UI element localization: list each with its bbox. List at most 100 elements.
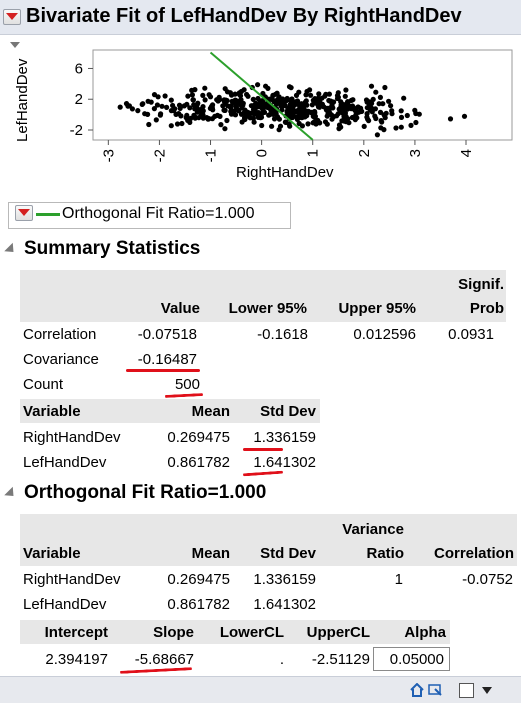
scatter-point (176, 111, 182, 117)
select-icon[interactable] (428, 683, 442, 697)
scatter-point (129, 106, 135, 112)
scatter-point (230, 99, 236, 105)
report-disclosure-icon[interactable] (10, 42, 20, 48)
scatter-point (368, 83, 375, 89)
scatter-point (240, 100, 246, 106)
fit-cell-lowercl: . (279, 651, 284, 668)
fit-cell-uppercl: -2.51129 (311, 651, 370, 668)
variable-row-name: LefHandDev (23, 454, 107, 471)
home-icon[interactable] (410, 683, 424, 697)
scatter-point (382, 84, 388, 91)
scatter-plot: 6 2 -2 -3 -2 -1 0 1 2 3 4 (70, 49, 513, 162)
scatter-point (241, 87, 247, 93)
scatter-point (447, 116, 454, 122)
scatter-point (164, 104, 170, 110)
summary-row-label: Correlation (23, 326, 97, 343)
scatter-point (309, 102, 315, 108)
summary-cell: 500 (174, 376, 200, 393)
scatter-point (200, 115, 206, 121)
report-header: Bivariate Fit of LefHandDev By RightHand… (0, 0, 521, 35)
scatter-point (157, 112, 163, 118)
scatter-point (250, 115, 256, 121)
fit-legend-line-icon (36, 213, 60, 216)
summary-cell: -0.16487 (137, 351, 197, 368)
variable-row-name: RightHandDev (23, 429, 121, 446)
variable-col-sd: Std Dev (260, 403, 316, 420)
scatter-point (335, 111, 341, 117)
scatter-point (217, 97, 223, 103)
orth-cell: 1.336159 (253, 571, 316, 588)
bottom-toolbar (0, 676, 521, 703)
scatter-point (386, 98, 392, 104)
scatter-point (373, 89, 379, 95)
scatter-point (222, 126, 228, 132)
scatter-point (168, 108, 174, 114)
scatter-point (266, 112, 272, 118)
alpha-input[interactable] (373, 647, 450, 671)
dropdown-arrow-icon[interactable] (482, 687, 492, 694)
scatter-point (286, 105, 292, 111)
scatter-point (246, 113, 252, 119)
scatter-point (364, 111, 370, 117)
fit-legend-label: Orthogonal Fit Ratio=1.000 (62, 205, 255, 222)
scatter-point (222, 107, 228, 113)
scatter-point (230, 108, 236, 114)
x-tick-label: -3 (100, 149, 117, 162)
variable-cell: 0.861782 (167, 454, 230, 471)
scatter-point (123, 101, 130, 107)
scatter-point (346, 120, 352, 126)
x-tick-label: 4 (458, 149, 475, 157)
scatter-point (364, 99, 370, 105)
scatter-point (189, 92, 195, 98)
orth-col-variable: Variable (23, 545, 81, 562)
scatter-point (416, 111, 422, 117)
scatter-point (155, 94, 161, 100)
scatter-point (345, 104, 351, 110)
scatter-point (401, 95, 407, 101)
orth-cell: 1 (394, 571, 403, 588)
fit-col-lowercl: LowerCL (219, 624, 284, 641)
summary-cell: -0.1618 (257, 326, 308, 343)
summary-cell: -0.07518 (137, 326, 197, 343)
summary-disclosure-icon[interactable] (4, 242, 18, 257)
x-tick-label: 3 (407, 149, 424, 157)
scatter-point (202, 97, 208, 103)
scatter-point (269, 123, 275, 129)
scatter-point (287, 123, 293, 129)
fit-menu-button[interactable] (15, 205, 33, 221)
scatter-point (145, 98, 151, 104)
scatter-point (271, 116, 278, 122)
scatter-point (145, 111, 151, 117)
scatter-point (218, 122, 224, 128)
x-tick-label: -2 (151, 149, 168, 162)
summary-col-lower: Lower 95% (228, 300, 307, 317)
scatter-point (369, 100, 375, 106)
orthogonal-disclosure-icon[interactable] (4, 486, 18, 501)
scatter-point (327, 98, 333, 104)
scatter-point (159, 103, 165, 109)
orthogonal-fit-line (209, 51, 314, 141)
report-menu-button[interactable] (3, 9, 21, 25)
scatter-point (310, 120, 316, 126)
scatter-point (185, 93, 191, 99)
y-tick-label: 6 (75, 60, 83, 77)
checkbox-icon[interactable] (459, 683, 474, 698)
summary-col-upper: Upper 95% (338, 300, 416, 317)
scatter-point (330, 105, 336, 111)
scatter-point (187, 105, 193, 111)
scatter-point (343, 113, 349, 119)
scatter-point (197, 108, 203, 114)
scatter-point (389, 108, 395, 114)
summary-row-label: Covariance (23, 351, 99, 368)
scatter-point (370, 96, 376, 102)
scatter-point (162, 93, 168, 99)
fit-cell-slope: -5.68667 (134, 651, 194, 668)
scatter-point (336, 126, 342, 132)
scatter-point (383, 110, 389, 116)
scatter-point (398, 108, 404, 114)
scatter-point (194, 102, 200, 108)
variable-col-mean: Mean (191, 403, 230, 420)
scatter-point (377, 109, 384, 115)
summary-title: Summary Statistics (24, 238, 201, 259)
scatter-point (154, 102, 160, 108)
